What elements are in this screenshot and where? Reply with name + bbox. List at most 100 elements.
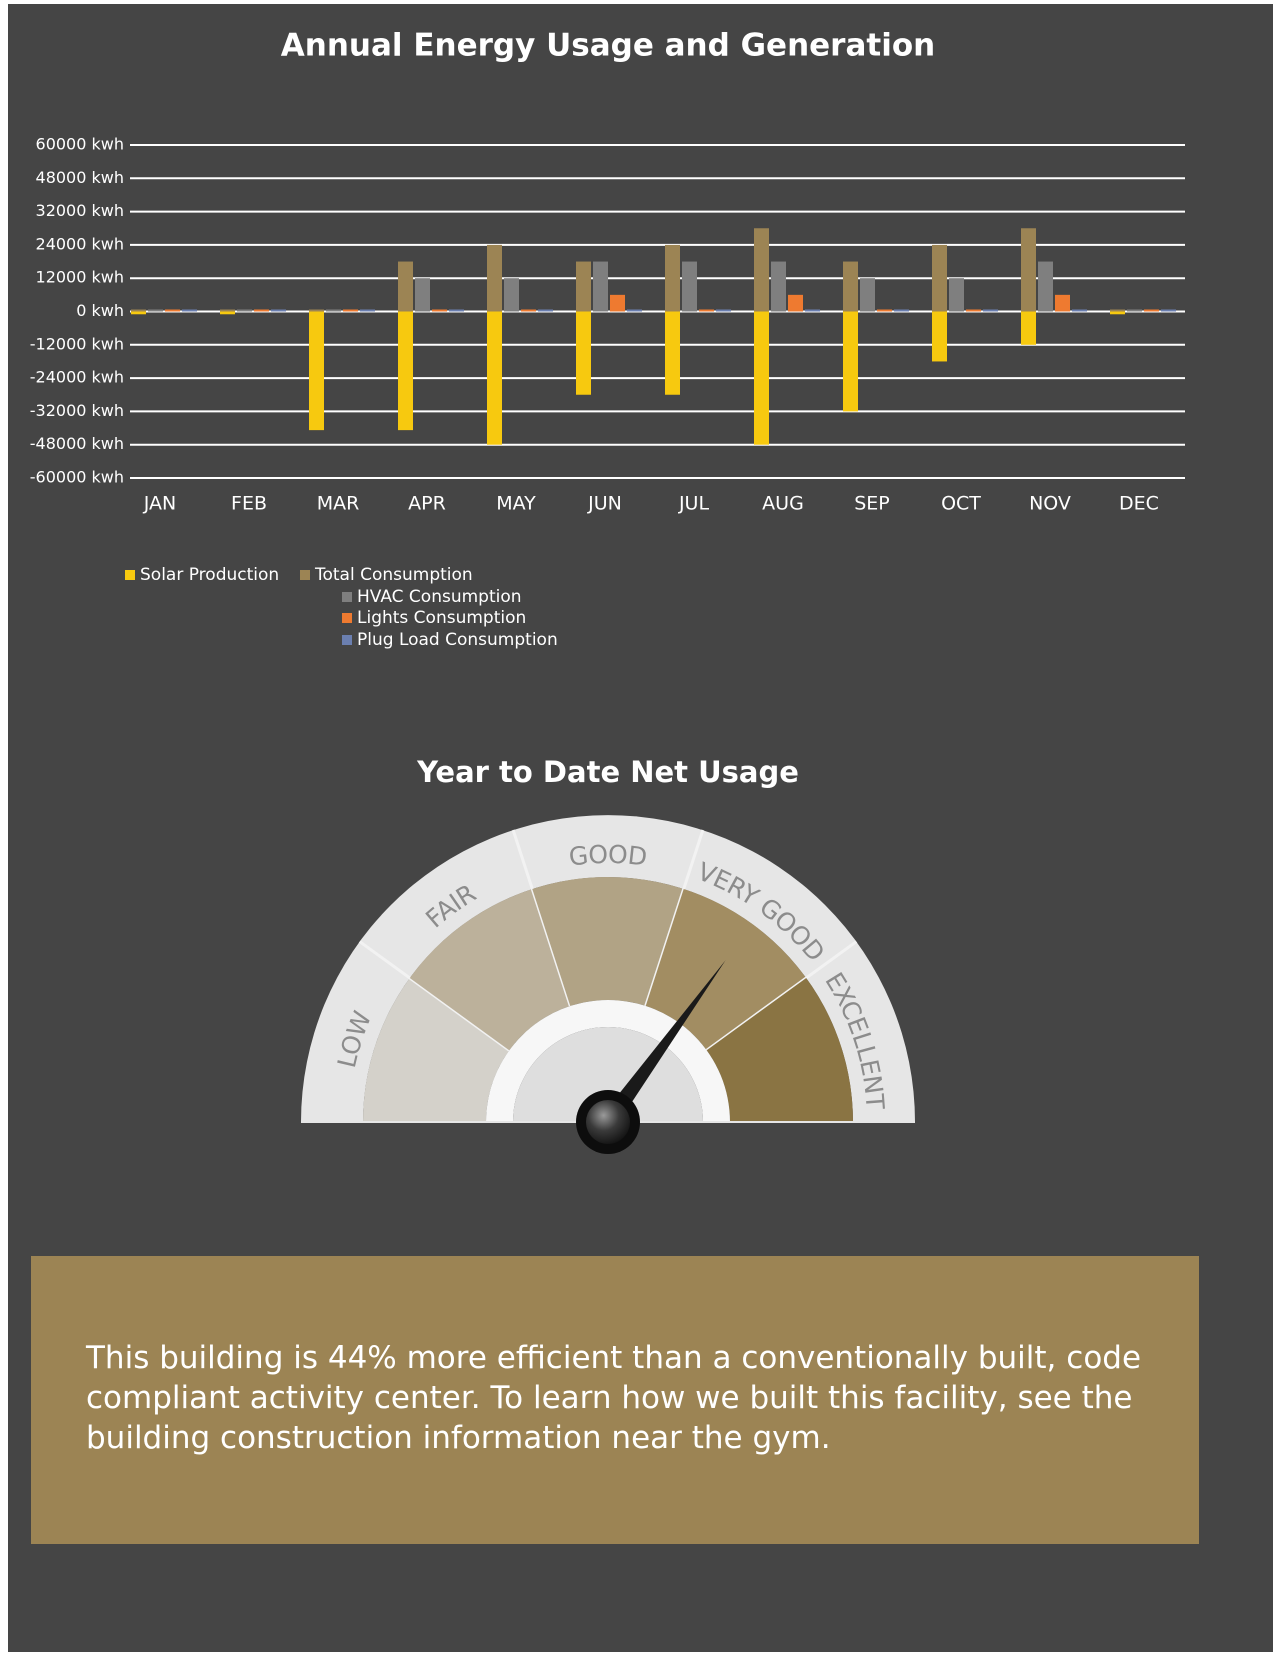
bar: [754, 311, 769, 445]
y-tick-label: 32000 kwh: [36, 201, 124, 220]
legend-swatch: [342, 635, 352, 645]
gauge-outer-ring: [301, 815, 915, 1122]
bar: [627, 309, 642, 312]
bar: [432, 309, 447, 312]
bar: [504, 278, 519, 312]
y-tick-label: -60000 kwh: [30, 468, 124, 487]
gauge-needle: [600, 960, 726, 1128]
y-tick-label: 12000 kwh: [36, 268, 124, 287]
bar: [665, 311, 680, 395]
bar: [1161, 309, 1176, 312]
bar: [754, 228, 769, 312]
x-tick-label: JAN: [143, 493, 176, 515]
legend-label: Plug Load Consumption: [357, 630, 558, 650]
bar: [131, 309, 146, 312]
bar: [1038, 261, 1053, 312]
x-tick-label: JUN: [587, 493, 622, 515]
bar: [343, 309, 358, 312]
bar: [932, 311, 947, 362]
bar: [788, 294, 803, 312]
bar: [148, 309, 163, 312]
y-tick-label: 0 kwh: [76, 301, 124, 320]
x-tick-label: JUL: [678, 493, 710, 515]
x-tick-label: APR: [408, 493, 446, 515]
x-tick-label: SEP: [854, 493, 890, 515]
message-text: This building is 44% more efficient than…: [86, 1340, 1142, 1456]
bar: [449, 309, 464, 312]
y-tick-label: -24000 kwh: [30, 368, 124, 387]
bar: [237, 309, 252, 312]
bar: [843, 261, 858, 312]
bar: [326, 309, 341, 312]
bar: [1021, 228, 1036, 312]
gauge-knob-cap: [586, 1100, 630, 1144]
bar: [665, 244, 680, 312]
x-tick-label: OCT: [941, 493, 981, 515]
bar: [1110, 311, 1125, 315]
bar: [983, 309, 998, 312]
legend-label: Total Consumption: [314, 565, 473, 585]
bar: [716, 309, 731, 312]
bar: [415, 278, 430, 312]
gauge-segment: [706, 977, 853, 1122]
x-tick-label: NOV: [1029, 493, 1071, 515]
legend-swatch: [300, 570, 310, 580]
bar: [932, 244, 947, 312]
bar: [487, 244, 502, 312]
gauge-segment: [532, 876, 684, 1006]
chart: Annual Energy Usage and Generation Year …: [30, 28, 1185, 1154]
y-tick-label: 60000 kwh: [36, 135, 124, 154]
gauge-segment: [363, 977, 510, 1122]
bar: [771, 261, 786, 312]
x-tick-label: DEC: [1119, 493, 1159, 515]
bar: [805, 309, 820, 312]
dashboard: Annual Energy Usage and Generation Year …: [8, 4, 1273, 1652]
bar: [220, 311, 235, 315]
chart-title: Annual Energy Usage and Generation: [281, 28, 935, 64]
legend-label: Lights Consumption: [357, 608, 526, 628]
bar: [860, 278, 875, 312]
bar: [398, 311, 413, 431]
bar: [699, 309, 714, 312]
bar: [682, 261, 697, 312]
bar: [894, 309, 909, 312]
bar: [1127, 309, 1142, 312]
bar: [309, 309, 324, 312]
bar: [360, 309, 375, 312]
bar: [949, 278, 964, 312]
bar: [165, 309, 180, 312]
bar: [1021, 311, 1036, 345]
bar: [220, 309, 235, 312]
bar: [271, 309, 286, 312]
bar: [254, 309, 269, 312]
x-tick-label: MAY: [496, 493, 536, 515]
legend-swatch: [342, 592, 352, 602]
bar: [309, 311, 324, 431]
gauge-segment: [645, 888, 807, 1051]
bar: [610, 294, 625, 312]
bar: [1072, 309, 1087, 312]
bar: [1055, 294, 1070, 312]
bar: [843, 311, 858, 412]
bar: [1144, 309, 1159, 312]
bar: [182, 309, 197, 312]
gauge-title: Year to Date Net Usage: [416, 755, 799, 789]
bar: [131, 311, 146, 315]
bar: [576, 261, 591, 312]
bar: [487, 311, 502, 445]
y-tick-label: -12000 kwh: [30, 334, 124, 353]
legend-swatch: [125, 570, 135, 580]
bar: [576, 311, 591, 395]
x-tick-label: AUG: [762, 493, 804, 515]
bar: [877, 309, 892, 312]
bar: [398, 261, 413, 312]
x-tick-label: FEB: [231, 493, 267, 515]
legend-label: Solar Production: [140, 565, 279, 585]
bar: [1110, 309, 1125, 312]
legend-swatch: [342, 613, 352, 623]
y-tick-label: 24000 kwh: [36, 234, 124, 253]
legend-label: HVAC Consumption: [357, 587, 522, 607]
y-tick-label: -48000 kwh: [30, 434, 124, 453]
